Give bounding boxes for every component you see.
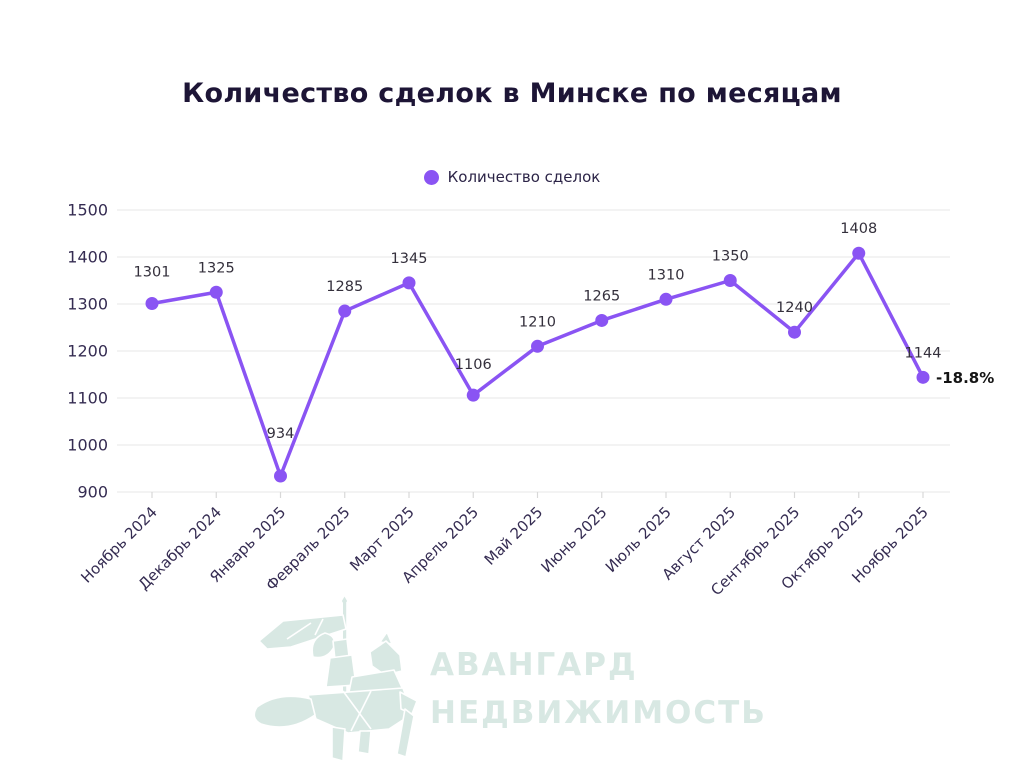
data-point-label: 1325 — [198, 260, 235, 276]
data-point — [659, 292, 673, 306]
data-point-label: 1301 — [134, 265, 171, 281]
data-point — [916, 370, 930, 384]
data-point — [338, 304, 352, 318]
data-point-label: 1350 — [712, 249, 749, 265]
x-tick-label: Июнь 2025 — [537, 503, 610, 576]
data-point-label: 1265 — [583, 288, 620, 304]
company-name-line1: АВАНГАРД — [430, 647, 638, 683]
data-point-label: 1106 — [455, 357, 492, 373]
data-point — [209, 285, 223, 299]
chart-title: Количество сделок в Минске по месяцам — [182, 78, 842, 109]
percent-change-annotation: -18.8% — [936, 369, 994, 387]
y-tick-label: 1100 — [67, 389, 108, 408]
data-point-label: 1240 — [776, 300, 813, 316]
data-point-label: 1285 — [326, 279, 363, 295]
y-tick-label: 1300 — [67, 295, 108, 314]
data-point — [531, 339, 544, 353]
data-point — [788, 325, 801, 339]
legend-label: Количество сделок — [447, 168, 601, 186]
company-name-line2: НЕДВИЖИМОСТЬ — [430, 695, 767, 731]
data-point-label: 1310 — [648, 267, 685, 283]
x-tick-label: Май 2025 — [481, 503, 547, 569]
y-tick-label: 1500 — [67, 201, 108, 220]
data-point — [145, 297, 159, 311]
chart-legend-item[interactable]: Количество сделок — [0, 168, 1024, 186]
data-point-label: 1408 — [840, 221, 877, 237]
data-point-label: 1210 — [519, 314, 556, 330]
data-point — [402, 276, 416, 290]
data-point — [595, 313, 609, 327]
y-tick-label: 1400 — [67, 248, 108, 267]
data-point — [466, 388, 480, 402]
data-point — [274, 469, 287, 483]
company-name: АВАНГАРД НЕДВИЖИМОСТЬ — [430, 650, 767, 729]
y-tick-label: 900 — [77, 483, 108, 502]
data-point — [852, 246, 866, 260]
data-point-label: 1144 — [905, 345, 942, 361]
y-tick-label: 1200 — [67, 342, 108, 361]
data-point — [723, 274, 737, 287]
series-line — [150, 251, 925, 478]
data-point-label: 934 — [267, 426, 295, 442]
y-tick-label: 1000 — [67, 436, 108, 455]
data-point-label: 1345 — [391, 251, 428, 267]
legend-marker-icon — [423, 169, 439, 185]
